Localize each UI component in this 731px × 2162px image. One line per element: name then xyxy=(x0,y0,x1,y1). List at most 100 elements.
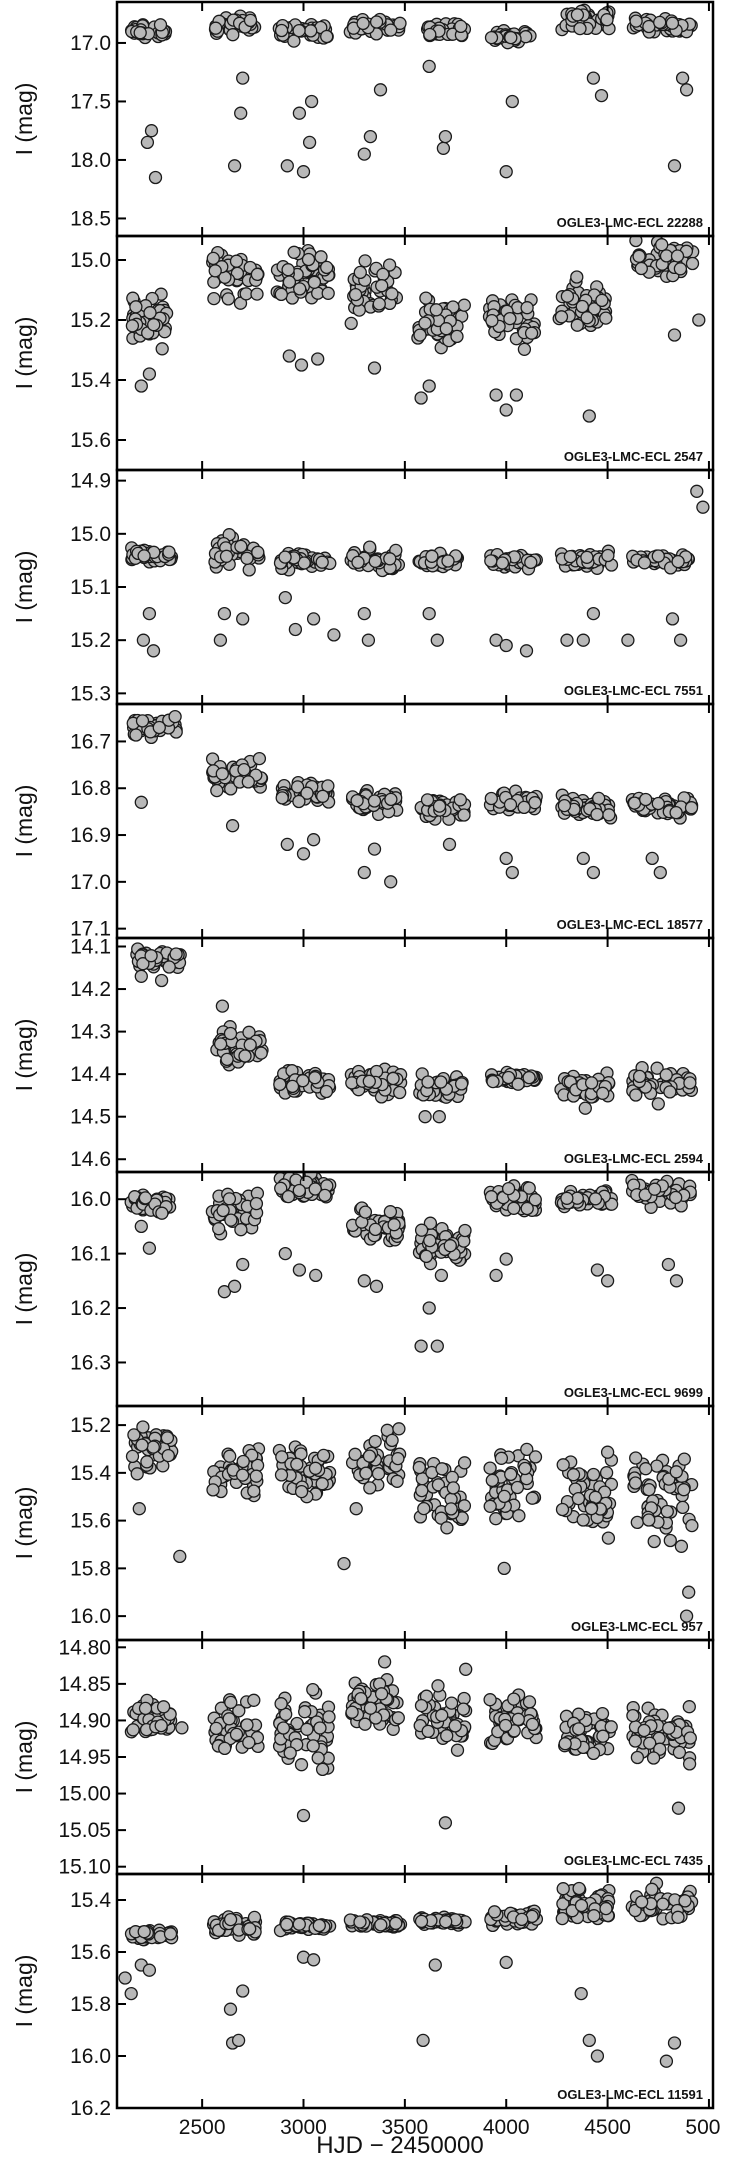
data-point xyxy=(375,279,389,293)
data-point xyxy=(574,1986,588,2001)
data-point xyxy=(560,1191,574,1205)
data-point xyxy=(487,1905,502,1919)
data-point xyxy=(373,83,388,97)
data-point xyxy=(372,297,386,311)
data-point xyxy=(242,1735,256,1750)
data-point xyxy=(430,1339,444,1353)
data-point xyxy=(351,555,365,569)
data-point xyxy=(392,1422,406,1436)
data-point xyxy=(147,318,161,332)
data-point xyxy=(661,1257,676,1272)
data-point xyxy=(696,500,710,514)
data-point xyxy=(140,135,155,150)
data-point xyxy=(669,805,683,820)
y-tick-label: 15.4 xyxy=(70,1889,111,1912)
y-tick-label: 14.3 xyxy=(70,1021,111,1044)
data-point xyxy=(393,1085,407,1100)
y-tick-label: 15.4 xyxy=(70,369,111,392)
y-tick-label: 15.2 xyxy=(70,629,111,652)
data-point xyxy=(642,1482,656,1497)
data-point xyxy=(423,1233,437,1248)
panel-frame xyxy=(115,1404,715,1642)
data-point xyxy=(560,633,574,647)
data-point xyxy=(250,287,264,301)
data-point xyxy=(563,549,578,564)
data-point xyxy=(316,789,330,803)
y-tick-label: 15.00 xyxy=(58,1783,111,1806)
data-point xyxy=(570,8,585,22)
data-point xyxy=(389,1916,403,1930)
data-point xyxy=(144,124,159,138)
data-point xyxy=(647,1182,662,1196)
data-point xyxy=(600,13,614,27)
data-point xyxy=(575,299,589,314)
data-point xyxy=(570,318,584,332)
data-points xyxy=(126,709,699,889)
data-point xyxy=(586,606,601,621)
data-point xyxy=(430,633,444,647)
data-point xyxy=(517,342,532,356)
data-point xyxy=(363,1701,378,1715)
data-point xyxy=(297,556,311,570)
data-point xyxy=(665,16,680,30)
data-point xyxy=(520,301,534,315)
data-point xyxy=(391,1451,405,1466)
data-point xyxy=(294,1758,309,1772)
data-point xyxy=(209,1721,223,1736)
star-id-label: OGLE3-LMC-ECL 7551 xyxy=(564,683,703,698)
data-point xyxy=(448,1719,462,1733)
data-point xyxy=(138,1701,153,1716)
data-point xyxy=(307,275,322,289)
data-point xyxy=(590,807,604,822)
data-point xyxy=(223,1026,238,1041)
data-point xyxy=(630,1750,645,1765)
data-point xyxy=(301,252,316,267)
panel: 15.2 15.4 15.6 15.8 16.0 I (mag) OGLE3-LMC-ECL… xyxy=(11,1404,715,1642)
data-point xyxy=(595,1706,610,1721)
data-points xyxy=(130,942,699,1124)
star-id-label: OGLE3-LMC-ECL 9699 xyxy=(564,1385,703,1400)
data-point xyxy=(274,287,288,302)
panel-frame xyxy=(115,234,715,472)
data-point xyxy=(221,292,235,306)
data-point xyxy=(155,342,169,356)
data-points xyxy=(125,236,706,423)
data-point xyxy=(276,1721,291,1735)
data-point xyxy=(337,1556,351,1571)
data-point xyxy=(137,549,151,563)
data-point xyxy=(671,554,685,569)
data-point xyxy=(154,1718,168,1733)
data-point xyxy=(444,1502,458,1516)
data-point xyxy=(416,2033,430,2048)
data-point xyxy=(692,313,706,327)
data-point xyxy=(153,18,168,32)
data-point xyxy=(137,1925,151,1939)
data-point xyxy=(586,1746,601,1761)
data-point xyxy=(129,728,143,742)
data-point xyxy=(168,709,182,724)
data-point xyxy=(672,1745,687,1760)
data-point xyxy=(432,799,447,813)
data-point xyxy=(237,762,251,777)
data-point xyxy=(511,1077,525,1091)
data-points xyxy=(124,1172,697,1353)
data-point xyxy=(319,1084,334,1099)
data-point xyxy=(213,633,228,647)
data-point xyxy=(391,1711,405,1725)
data-point xyxy=(292,106,307,120)
data-point xyxy=(634,261,648,276)
data-point xyxy=(385,287,399,301)
data-point xyxy=(520,1442,534,1457)
data-point xyxy=(586,1467,601,1482)
data-point xyxy=(280,1917,294,1932)
data-point xyxy=(356,16,370,31)
data-point xyxy=(489,1268,503,1283)
y-tick-label: 16.9 xyxy=(70,824,111,847)
data-point xyxy=(357,865,371,880)
data-point xyxy=(148,170,163,185)
data-point xyxy=(227,1279,242,1293)
x-tick-label: 500 xyxy=(685,2116,720,2139)
data-point xyxy=(313,1721,327,1735)
data-point xyxy=(368,554,382,568)
data-point xyxy=(308,1071,322,1085)
